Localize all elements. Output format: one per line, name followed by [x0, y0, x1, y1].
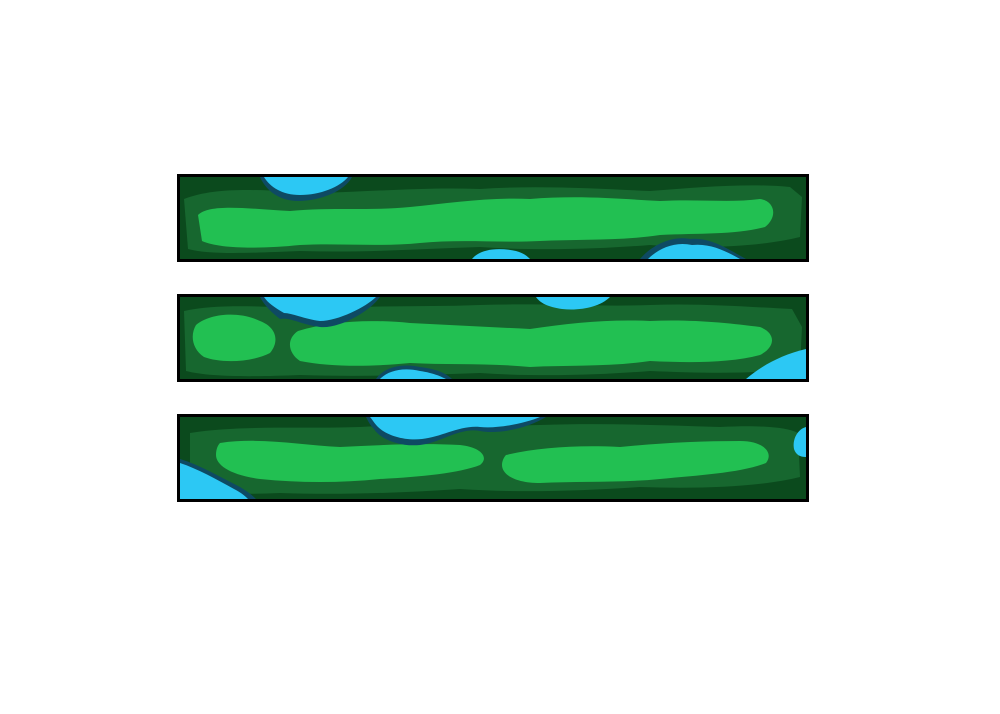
water-pool-left [180, 463, 248, 499]
grass-patch-left [192, 314, 276, 362]
water-pool-top-mid [536, 297, 610, 310]
water-pool-top [264, 177, 348, 195]
terrain-strip-2-art [180, 297, 806, 379]
water-pool-bottom-mid [472, 249, 530, 259]
grass-band-left [216, 440, 484, 482]
terrain-strip-1-art [180, 177, 806, 259]
water-pool-bottom-left [380, 369, 446, 379]
terrain-strip-2 [177, 294, 809, 382]
terrain-strip-1 [177, 174, 809, 262]
grass-band [289, 320, 772, 367]
grass-band-right [502, 441, 769, 483]
terrain-strip-3-art [180, 417, 806, 499]
water-pool-right-edge [793, 427, 806, 457]
water-pool-right [746, 349, 806, 379]
terrain-strip-3 [177, 414, 809, 502]
water-pool-top-center [370, 417, 540, 440]
water-pool-top-left [264, 297, 376, 321]
grass-band [198, 197, 774, 248]
water-pool-bottom-right [648, 243, 740, 259]
